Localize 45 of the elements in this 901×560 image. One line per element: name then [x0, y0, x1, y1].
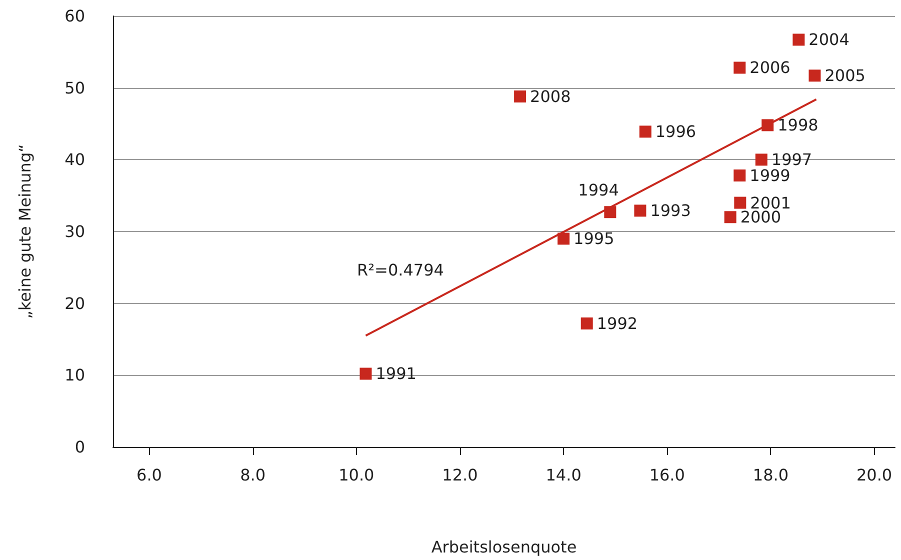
annotation: 1998	[778, 116, 818, 135]
point	[808, 70, 821, 82]
annotation: 2004	[808, 30, 850, 50]
point	[724, 211, 736, 224]
annotation: 2008	[530, 86, 571, 106]
point	[604, 206, 616, 218]
point	[762, 119, 774, 132]
annotation: 1992	[596, 314, 638, 333]
x-tick-label: 8.0	[240, 466, 266, 484]
point	[558, 232, 570, 245]
annotation: 2006	[750, 58, 790, 78]
point	[639, 126, 652, 138]
annotation: 1994	[578, 180, 619, 200]
y-tick-label: 30	[64, 222, 85, 241]
point	[734, 62, 746, 74]
y-tick-label: 50	[64, 78, 85, 98]
annotation: 1991	[376, 364, 416, 384]
y-axis-title: „keine gute Meinung“	[16, 144, 34, 319]
point	[580, 317, 593, 330]
x-axis-title: Arbeitslosenquote	[431, 538, 577, 556]
x-tick-label: 12.0	[442, 466, 478, 484]
x-tick-label: 6.0	[136, 466, 162, 484]
x-tick-label: 16.0	[649, 466, 685, 484]
annotation: 2005	[824, 66, 866, 86]
point	[734, 169, 746, 182]
x-tick-label: 10.0	[338, 466, 374, 484]
point	[734, 196, 746, 209]
annotation: R²=0.4794	[357, 260, 444, 280]
annotation: 1993	[650, 201, 691, 220]
x-tick-label: 14.0	[546, 466, 582, 484]
point	[514, 90, 526, 102]
y-tick-label: 0	[74, 438, 85, 456]
x-tick-label: 18.0	[752, 466, 789, 484]
annotation: 2000	[740, 208, 782, 227]
y-tick-label: 60	[64, 6, 85, 26]
point	[634, 204, 646, 217]
y-tick-label: 10	[64, 366, 85, 385]
x-tick-label: 20.0	[856, 466, 892, 484]
annotation: 1995	[574, 229, 614, 248]
y-tick-label: 40	[64, 150, 85, 170]
y-tick-label: 20	[64, 294, 85, 313]
annotation: 1996	[655, 122, 696, 142]
point	[792, 34, 805, 46]
point	[360, 368, 372, 380]
point	[755, 154, 768, 166]
